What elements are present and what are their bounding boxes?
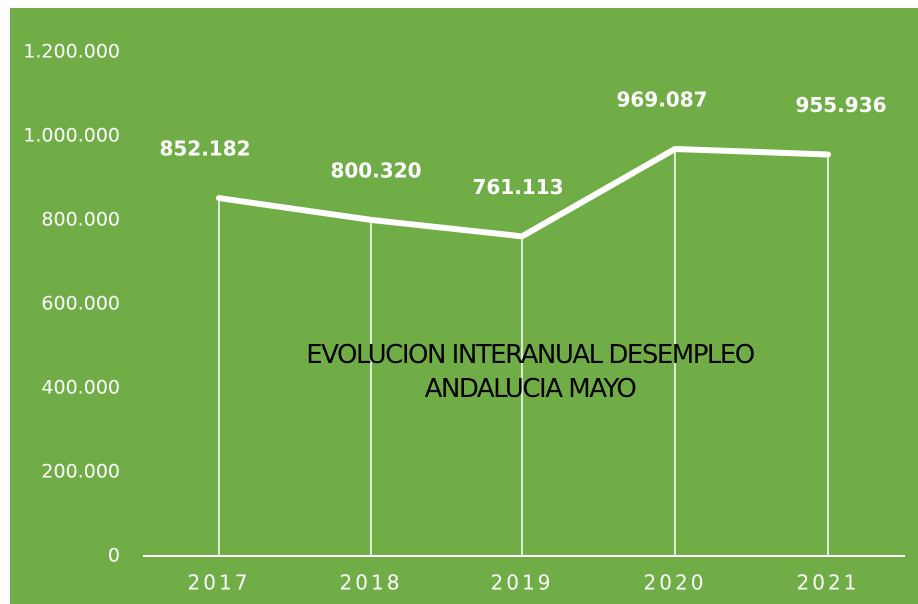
y-tick-label: 0 — [108, 545, 120, 567]
y-tick-label: 200.000 — [41, 461, 120, 483]
x-tick-label: 2017 — [188, 571, 251, 595]
y-tick-label: 800.000 — [41, 209, 120, 231]
y-tick-label: 1.200.000 — [23, 41, 120, 63]
value-label: 955.936 — [795, 93, 886, 117]
chart-title: EVOLUCION INTERANUAL DESEMPLEO ANDALUCIA… — [306, 340, 755, 404]
x-tick-label: 2020 — [644, 571, 707, 595]
value-label: 800.320 — [330, 158, 421, 182]
x-tick-label: 2018 — [340, 571, 403, 595]
x-tick-label: 2019 — [491, 571, 554, 595]
value-label: 969.087 — [616, 87, 707, 111]
y-tick-label: 1.000.000 — [23, 125, 120, 147]
y-tick-label: 400.000 — [41, 377, 120, 399]
value-label: 852.182 — [159, 137, 250, 161]
value-label: 761.113 — [472, 175, 563, 199]
y-tick-label: 600.000 — [41, 293, 120, 315]
chart-background — [10, 8, 918, 604]
data-line — [216, 145, 831, 240]
x-tick-label: 2021 — [797, 571, 860, 595]
